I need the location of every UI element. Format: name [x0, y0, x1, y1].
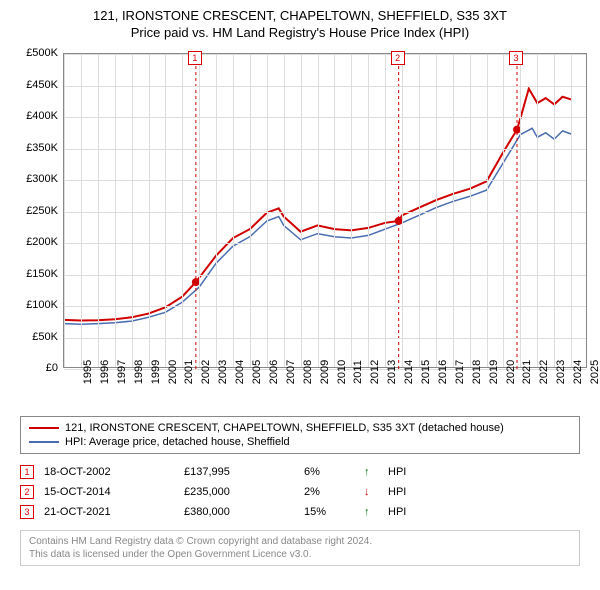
sales-pct: 2% — [304, 486, 354, 498]
grid-v — [284, 54, 285, 367]
sales-idx-box: 2 — [20, 485, 34, 499]
ytick-label: £500K — [8, 47, 58, 59]
ytick-label: £0 — [8, 362, 58, 374]
grid-v — [470, 54, 471, 367]
grid-h — [64, 243, 586, 244]
grid-v — [520, 54, 521, 367]
legend-row: HPI: Average price, detached house, Shef… — [29, 435, 571, 449]
ytick-label: £250K — [8, 205, 58, 217]
grid-v — [132, 54, 133, 367]
ytick-label: £100K — [8, 299, 58, 311]
sales-row: 2 15-OCT-2014 £235,000 2% ↓ HPI — [20, 482, 580, 502]
grid-v — [402, 54, 403, 367]
sales-date: 18-OCT-2002 — [44, 466, 174, 478]
footer-line1: Contains HM Land Registry data © Crown c… — [29, 535, 571, 548]
sale-marker-label: 2 — [391, 51, 405, 65]
sales-pct: 15% — [304, 506, 354, 518]
grid-v — [334, 54, 335, 367]
grid-v — [233, 54, 234, 367]
legend-label: HPI: Average price, detached house, Shef… — [65, 436, 290, 448]
title-block: 121, IRONSTONE CRESCENT, CHAPELTOWN, SHE… — [8, 8, 592, 40]
grid-v — [453, 54, 454, 367]
ytick-label: £300K — [8, 173, 58, 185]
sales-price: £235,000 — [184, 486, 294, 498]
arrow-icon: ↓ — [364, 486, 378, 498]
grid-v — [368, 54, 369, 367]
sales-date: 15-OCT-2014 — [44, 486, 174, 498]
grid-h — [64, 86, 586, 87]
legend-swatch — [29, 441, 59, 443]
grid-v — [318, 54, 319, 367]
sales-row: 3 21-OCT-2021 £380,000 15% ↑ HPI — [20, 502, 580, 522]
grid-v — [503, 54, 504, 367]
grid-v — [385, 54, 386, 367]
sales-price: £137,995 — [184, 466, 294, 478]
grid-h — [64, 212, 586, 213]
ytick-label: £400K — [8, 110, 58, 122]
sales-hpi-label: HPI — [388, 466, 406, 478]
sales-row: 1 18-OCT-2002 £137,995 6% ↑ HPI — [20, 462, 580, 482]
sales-idx-box: 1 — [20, 465, 34, 479]
grid-v — [199, 54, 200, 367]
grid-v — [250, 54, 251, 367]
arrow-icon: ↑ — [364, 466, 378, 478]
grid-h — [64, 149, 586, 150]
sale-marker-label: 1 — [188, 51, 202, 65]
grid-v — [436, 54, 437, 367]
sales-idx-box: 3 — [20, 505, 34, 519]
ytick-label: £450K — [8, 79, 58, 91]
grid-v — [571, 54, 572, 367]
sales-price: £380,000 — [184, 506, 294, 518]
title-address: 121, IRONSTONE CRESCENT, CHAPELTOWN, SHE… — [8, 8, 592, 23]
footer-line2: This data is licensed under the Open Gov… — [29, 548, 571, 561]
sales-hpi-label: HPI — [388, 506, 406, 518]
grid-v — [149, 54, 150, 367]
grid-v — [301, 54, 302, 367]
sales-hpi-label: HPI — [388, 486, 406, 498]
grid-v — [267, 54, 268, 367]
grid-h — [64, 54, 586, 55]
sales-date: 21-OCT-2021 — [44, 506, 174, 518]
ytick-label: £350K — [8, 142, 58, 154]
title-subtitle: Price paid vs. HM Land Registry's House … — [8, 25, 592, 40]
ytick-label: £50K — [8, 331, 58, 343]
grid-v — [165, 54, 166, 367]
grid-v — [487, 54, 488, 367]
grid-h — [64, 338, 586, 339]
sales-table: 1 18-OCT-2002 £137,995 6% ↑ HPI 2 15-OCT-2014 £2… — [20, 462, 580, 522]
grid-h — [64, 180, 586, 181]
sales-pct: 6% — [304, 466, 354, 478]
grid-v — [115, 54, 116, 367]
legend-box: 121, IRONSTONE CRESCENT, CHAPELTOWN, SHE… — [20, 416, 580, 454]
ytick-label: £200K — [8, 236, 58, 248]
grid-v — [554, 54, 555, 367]
legend-row: 121, IRONSTONE CRESCENT, CHAPELTOWN, SHE… — [29, 421, 571, 435]
grid-h — [64, 306, 586, 307]
plot-box — [63, 53, 587, 368]
footer-attribution: Contains HM Land Registry data © Crown c… — [20, 530, 580, 566]
sale-marker-label: 3 — [509, 51, 523, 65]
grid-v — [351, 54, 352, 367]
grid-v — [81, 54, 82, 367]
grid-v — [182, 54, 183, 367]
arrow-icon: ↑ — [364, 506, 378, 518]
grid-v — [64, 54, 65, 367]
ytick-label: £150K — [8, 268, 58, 280]
chart-area: £0 £50K £100K £150K £200K £250K £300K £350K £400… — [8, 48, 592, 408]
grid-h — [64, 117, 586, 118]
grid-v — [537, 54, 538, 367]
legend-swatch — [29, 427, 59, 429]
plot-svg — [64, 54, 586, 367]
xtick-label: 2025 — [570, 360, 600, 384]
grid-v — [216, 54, 217, 367]
grid-h — [64, 275, 586, 276]
chart-container: 121, IRONSTONE CRESCENT, CHAPELTOWN, SHE… — [0, 0, 600, 574]
grid-v — [98, 54, 99, 367]
grid-v — [419, 54, 420, 367]
legend-label: 121, IRONSTONE CRESCENT, CHAPELTOWN, SHE… — [65, 422, 504, 434]
